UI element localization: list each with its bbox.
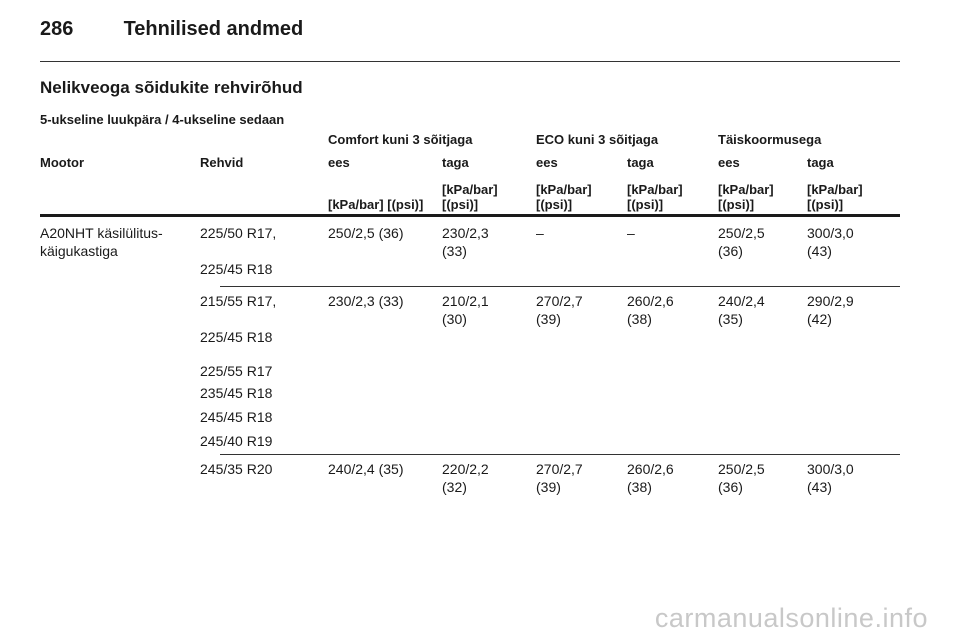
tyre-cell: 245/40 R19 [200, 433, 273, 449]
header-rule [40, 61, 900, 62]
unit-full-front: [kPa/bar] [(psi)] [718, 182, 774, 212]
value-cell: 210/2,1 (30) [442, 293, 489, 327]
header-divider [40, 214, 900, 217]
col-comfort-rear: taga [442, 155, 469, 170]
unit-comfort-front: [kPa/bar] [(psi)] [328, 197, 424, 212]
section-title: Nelikveoga sõidukite rehvirõhud [40, 78, 303, 97]
col-motor: Mootor [40, 155, 85, 170]
tyre-cell: 225/50 R17, 225/45 R18 [200, 225, 277, 277]
tyre-cell: 225/55 R17 [200, 363, 273, 379]
value-cell: 250/2,5 (36) [718, 225, 765, 259]
page-number: 286 [40, 18, 74, 40]
value-cell: 270/2,7 (39) [536, 293, 583, 327]
col-tyre: Rehvid [200, 155, 244, 170]
tyre-cell: 245/35 R20 [200, 461, 273, 477]
group-comfort: Comfort kuni 3 sõitjaga [328, 132, 473, 147]
motor-cell: A20NHT käsilülitus-käigukastiga [40, 225, 163, 259]
group-eco: ECO kuni 3 sõitjaga [536, 132, 659, 147]
page-header: 286 Tehnilised andmed [40, 18, 303, 41]
value-cell: – [627, 225, 635, 241]
col-eco-rear: taga [627, 155, 654, 170]
value-cell: 230/2,3 (33) [442, 225, 489, 259]
tyre-cell: 245/45 R18 [200, 409, 273, 425]
unit-eco-rear: [kPa/bar] [(psi)] [627, 182, 683, 212]
page-header-title: Tehnilised andmed [123, 18, 304, 40]
value-cell: 290/2,9 (42) [807, 293, 854, 327]
unit-comfort-rear: [kPa/bar] [(psi)] [442, 182, 498, 212]
col-comfort-front: ees [328, 155, 350, 170]
value-cell: 260/2,6 (38) [627, 293, 674, 327]
row-divider [220, 454, 900, 455]
value-cell: 250/2,5 (36) [328, 225, 404, 241]
value-cell: – [536, 225, 544, 241]
unit-eco-front: [kPa/bar] [(psi)] [536, 182, 592, 212]
value-cell: 240/2,4 (35) [718, 293, 765, 327]
value-cell: 220/2,2 (32) [442, 461, 489, 495]
value-cell: 260/2,6 (38) [627, 461, 674, 495]
value-cell: 270/2,7 (39) [536, 461, 583, 495]
tyre-cell: 215/55 R17, 225/45 R18 [200, 293, 277, 345]
watermark: carmanualsonline.info [654, 603, 928, 633]
tyre-cell: 235/45 R18 [200, 385, 273, 401]
value-cell: 230/2,3 (33) [328, 293, 404, 309]
row-divider [220, 286, 900, 287]
col-full-rear: taga [807, 155, 834, 170]
value-cell: 300/3,0 (43) [807, 461, 854, 495]
value-cell: 240/2,4 (35) [328, 461, 404, 477]
group-full-load: Täiskoormusega [718, 132, 822, 147]
unit-full-rear: [kPa/bar] [(psi)] [807, 182, 863, 212]
sub-title: 5-ukseline luukpära / 4-ukseline sedaan [40, 112, 285, 127]
value-cell: 250/2,5 (36) [718, 461, 765, 495]
col-full-front: ees [718, 155, 740, 170]
col-eco-front: ees [536, 155, 558, 170]
value-cell: 300/3,0 (43) [807, 225, 854, 259]
